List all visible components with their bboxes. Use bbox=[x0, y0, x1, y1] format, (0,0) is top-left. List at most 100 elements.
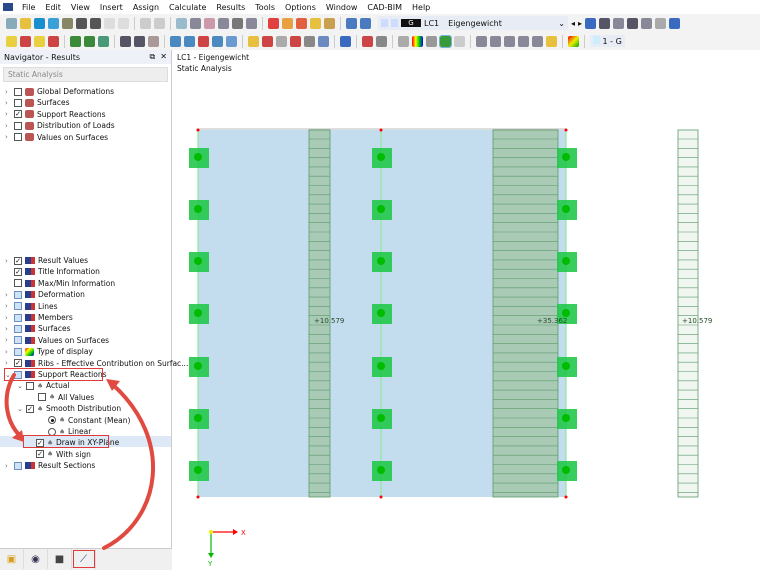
result-c-icon[interactable] bbox=[504, 35, 515, 47]
color-scale-icon[interactable] bbox=[568, 35, 579, 47]
box-icon[interactable] bbox=[655, 17, 667, 29]
float-icon[interactable]: ⧉ bbox=[149, 52, 156, 61]
down-icon[interactable] bbox=[360, 17, 371, 29]
grid3d-icon[interactable] bbox=[669, 17, 681, 29]
model-icon[interactable] bbox=[62, 17, 73, 29]
nav-item[interactable]: ⌄ ✓ ♠ Smooth Distribution bbox=[17, 403, 121, 414]
checkbox[interactable]: ✓ bbox=[36, 450, 44, 459]
frame-icon[interactable] bbox=[148, 35, 159, 47]
new-icon[interactable] bbox=[6, 17, 17, 29]
node-icon[interactable] bbox=[6, 35, 17, 47]
checkbox[interactable]: ✓ bbox=[14, 110, 22, 119]
result-a-icon[interactable] bbox=[476, 35, 487, 47]
checkbox[interactable] bbox=[14, 133, 22, 142]
bulb-icon[interactable] bbox=[310, 17, 321, 29]
nav-item[interactable]: ✓ ♠ With sign bbox=[27, 449, 91, 460]
filter-icon[interactable] bbox=[585, 17, 597, 29]
result-f-icon[interactable] bbox=[546, 35, 557, 47]
menu-view[interactable]: View bbox=[70, 2, 90, 12]
tab-data-icon[interactable]: ▣ bbox=[0, 549, 24, 569]
menu-window[interactable]: Window bbox=[325, 2, 358, 12]
open-icon[interactable] bbox=[20, 17, 31, 29]
checkbox[interactable] bbox=[14, 98, 22, 107]
checkbox[interactable]: ✓ bbox=[14, 359, 22, 368]
color-icon[interactable] bbox=[204, 17, 215, 29]
nav-top-item[interactable]: › Values on Surfaces bbox=[5, 132, 108, 143]
load-node-icon[interactable] bbox=[170, 35, 181, 47]
menu-options[interactable]: Options bbox=[285, 2, 316, 12]
nav-item[interactable]: › Type of display bbox=[5, 346, 93, 357]
checkbox[interactable] bbox=[14, 313, 22, 322]
load-case-select[interactable]: G LC1 Eigengewicht ⌄ bbox=[378, 16, 568, 30]
imperfection-icon[interactable] bbox=[248, 35, 259, 47]
menu-help[interactable]: Help bbox=[412, 2, 431, 12]
load-member-icon[interactable] bbox=[198, 35, 209, 47]
support-icon[interactable] bbox=[613, 17, 625, 29]
chevron-right-icon[interactable]: › bbox=[5, 87, 8, 96]
page-icon[interactable] bbox=[118, 17, 129, 29]
menu-edit[interactable]: Edit bbox=[45, 2, 61, 12]
checkbox[interactable] bbox=[14, 290, 22, 299]
table-icon[interactable] bbox=[190, 17, 201, 29]
chevron-icon[interactable]: ⌄ bbox=[17, 381, 23, 390]
section-icon[interactable] bbox=[290, 35, 301, 47]
menu-calculate[interactable]: Calculate bbox=[169, 2, 207, 12]
nav-item[interactable]: ♠ All Values bbox=[29, 392, 94, 403]
checkbox[interactable]: ✓ bbox=[26, 404, 34, 413]
chevron-icon[interactable]: › bbox=[5, 256, 8, 265]
surface-icon[interactable] bbox=[268, 17, 279, 29]
release-icon[interactable] bbox=[134, 35, 145, 47]
checkbox[interactable]: ✓ bbox=[14, 267, 22, 276]
load-line-icon[interactable] bbox=[184, 35, 195, 47]
result-d-icon[interactable] bbox=[518, 35, 529, 47]
support-line-icon[interactable] bbox=[84, 35, 95, 47]
polyline-icon[interactable] bbox=[48, 35, 59, 47]
menu-file[interactable]: File bbox=[22, 2, 36, 12]
view-combo[interactable]: 1 - G bbox=[590, 35, 625, 47]
frame2-icon[interactable] bbox=[376, 35, 387, 47]
menu-cad-bim[interactable]: CAD-BIM bbox=[367, 2, 402, 12]
checkbox[interactable]: ✓ bbox=[36, 438, 44, 447]
nav-top-item[interactable]: › Distribution of Loads bbox=[5, 120, 115, 131]
nav-item[interactable]: › Result Sections bbox=[5, 460, 95, 471]
section2-icon[interactable] bbox=[304, 35, 315, 47]
dim-icon[interactable] bbox=[262, 35, 273, 47]
checkbox[interactable] bbox=[14, 87, 22, 96]
chevron-icon[interactable]: › bbox=[5, 290, 8, 299]
nav-item[interactable]: › ✓ Ribs - Effective Contribution on Surfa… bbox=[5, 358, 188, 369]
beam-icon[interactable] bbox=[641, 17, 653, 29]
chevron-right-icon[interactable]: › bbox=[5, 121, 8, 130]
contour-icon[interactable] bbox=[412, 35, 423, 47]
line-result-icon[interactable] bbox=[454, 35, 465, 47]
menu-insert[interactable]: Insert bbox=[99, 2, 123, 12]
chevron-right-icon[interactable]: › bbox=[5, 133, 8, 142]
chevron-icon[interactable]: › bbox=[5, 324, 8, 333]
chevron-right-icon[interactable]: › bbox=[5, 98, 8, 107]
checkbox[interactable] bbox=[14, 324, 22, 333]
support-reaction-icon[interactable] bbox=[439, 34, 452, 48]
dlubal-icon[interactable] bbox=[34, 17, 45, 29]
line-icon[interactable] bbox=[20, 35, 31, 47]
chevron-icon[interactable]: › bbox=[5, 347, 8, 356]
chevron-icon[interactable]: › bbox=[5, 302, 8, 311]
solid-icon[interactable] bbox=[426, 35, 437, 47]
result-icon[interactable] bbox=[599, 17, 611, 29]
nav-item[interactable]: › Lines bbox=[5, 301, 58, 312]
deform-icon[interactable] bbox=[627, 17, 639, 29]
support-surface-icon[interactable] bbox=[98, 35, 109, 47]
nav-item[interactable]: ♠ Constant (Mean) bbox=[39, 415, 130, 426]
nav-item[interactable]: ✓ Title Information bbox=[5, 266, 100, 277]
checkbox[interactable] bbox=[38, 393, 46, 402]
menu-assign[interactable]: Assign bbox=[132, 2, 160, 12]
close-icon[interactable]: ✕ bbox=[160, 52, 167, 61]
radio[interactable] bbox=[48, 416, 56, 425]
member-icon[interactable] bbox=[34, 35, 45, 47]
target-icon[interactable] bbox=[296, 17, 307, 29]
nav-top-item[interactable]: › Global Deformations bbox=[5, 86, 114, 97]
chevron-icon[interactable]: › bbox=[5, 313, 8, 322]
checkbox[interactable] bbox=[14, 302, 22, 311]
panel-icon[interactable] bbox=[218, 17, 229, 29]
up-icon[interactable] bbox=[346, 17, 357, 29]
chevron-icon[interactable]: › bbox=[5, 461, 8, 470]
save-icon[interactable] bbox=[76, 17, 87, 29]
